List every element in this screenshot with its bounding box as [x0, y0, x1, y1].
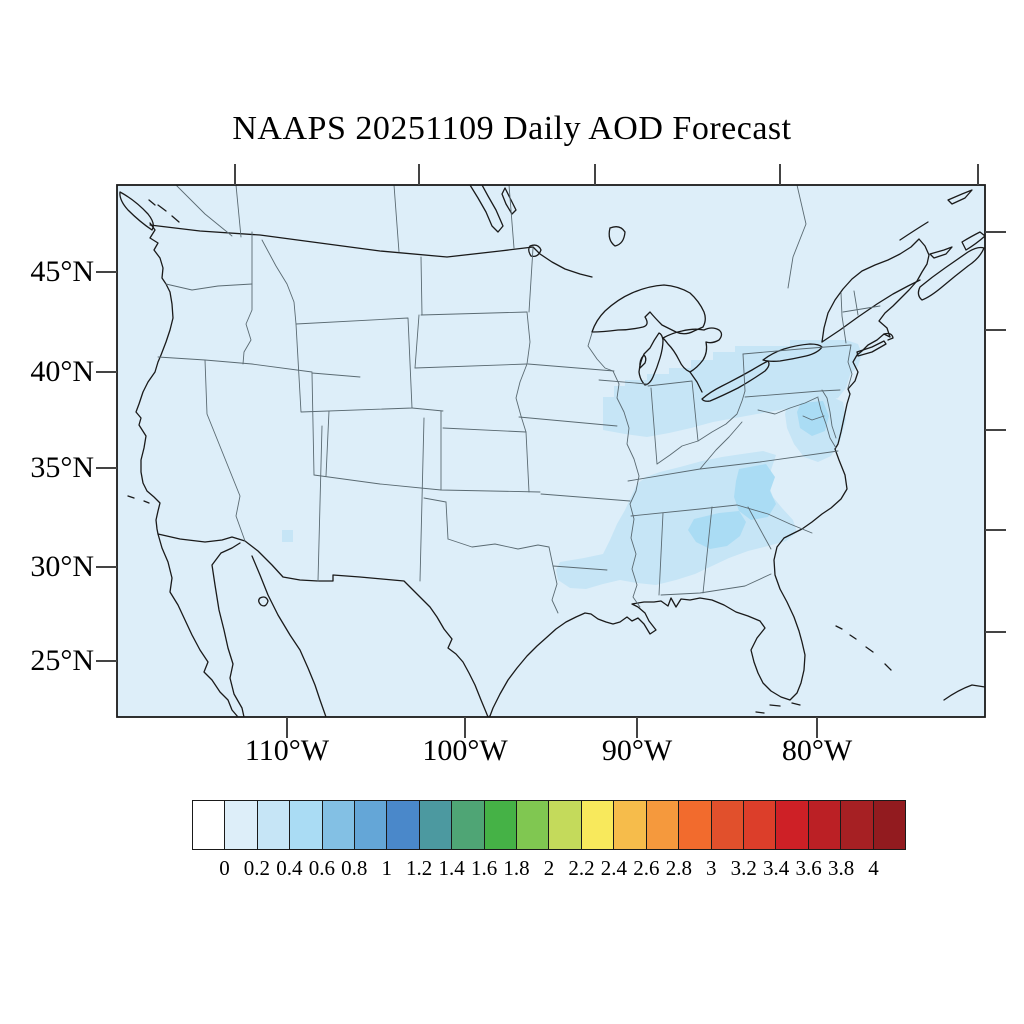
- anticosti-island: [947, 189, 973, 205]
- colorbar-segment-21: [873, 801, 905, 849]
- colorbar-tick-label-2: 2: [543, 856, 555, 880]
- lake-michigan: [638, 332, 664, 386]
- long-island: [856, 340, 887, 357]
- gaspe-coast: [899, 221, 929, 241]
- lake-nipigon: [608, 226, 626, 247]
- aod-colorbar: [192, 800, 906, 850]
- us-outline: [135, 222, 930, 717]
- colorbar-segment-0: [193, 801, 226, 849]
- lat-label-35n: 35°N: [30, 451, 94, 484]
- isla-tiburon: [258, 596, 269, 607]
- colorbar-segment-15: [679, 801, 712, 849]
- cape-breton: [961, 231, 985, 251]
- vancouver-island: [119, 191, 154, 231]
- colorbar-segment-13: [614, 801, 647, 849]
- page-title: NAAPS 20251109 Daily AOD Forecast: [232, 110, 792, 147]
- colorbar-tick-label-3.2: 3.2: [730, 856, 757, 880]
- colorbar-tick-label-2.6: 2.6: [633, 856, 660, 880]
- prince-edward-island: [929, 246, 953, 259]
- gulf-islands: [148, 199, 180, 223]
- lake-winnipeg: [469, 185, 504, 233]
- cape-cod: [883, 332, 894, 341]
- colorbar-segment-18: [776, 801, 809, 849]
- colorbar-tick-label-3.8: 3.8: [827, 856, 855, 880]
- lat-label-45n: 45°N: [30, 255, 94, 288]
- lon-label-80w: 80°W: [781, 734, 853, 767]
- colorbar-segment-5: [355, 801, 388, 849]
- coastlines: [119, 185, 985, 717]
- lake-of-the-woods: [528, 244, 542, 258]
- state-borders: [157, 185, 881, 614]
- colorbar-segment-19: [808, 801, 842, 849]
- baja-california: [157, 533, 239, 717]
- colorbar-segment-12: [581, 801, 615, 849]
- colorbar-segment-6: [387, 801, 420, 849]
- colorbar-tick-label-0.6: 0.6: [308, 856, 335, 880]
- colorbar-tick-label-2.8: 2.8: [665, 856, 692, 880]
- channel-islands: [127, 495, 150, 504]
- colorbar-segment-1: [225, 801, 258, 849]
- lon-label-110w: 110°W: [244, 734, 330, 767]
- baja-gulf-coast: [211, 542, 245, 717]
- detroit-river: [689, 371, 703, 393]
- colorbar-segment-11: [549, 801, 582, 849]
- colorbar-tick-label-1: 1: [381, 856, 392, 880]
- colorbar-tick-label-0.4: 0.4: [276, 856, 303, 880]
- colorbar-segment-2: [257, 801, 291, 849]
- aod-patch-midwest-northeast: [603, 340, 862, 437]
- colorbar-segment-17: [743, 801, 777, 849]
- lake-superior: [591, 284, 706, 335]
- lon-label-100w: 100°W: [422, 734, 508, 767]
- colorbar-tick-label-1.2: 1.2: [406, 856, 433, 880]
- map-background: [117, 185, 985, 717]
- green-bay: [639, 354, 647, 369]
- lake-manitoba: [501, 187, 517, 215]
- aod-patch-arizona-spot: [282, 530, 293, 542]
- aod-patch-carolinas-core: [734, 464, 776, 520]
- colorbar-segment-4: [322, 801, 356, 849]
- colorbar-tick-label-0: 0: [219, 856, 230, 880]
- colorbar-tick-label-1.6: 1.6: [470, 856, 498, 880]
- colorbar-tick-label-1.4: 1.4: [438, 856, 465, 880]
- colorbar-segment-3: [290, 801, 323, 849]
- aod-patch-georgia-core: [688, 511, 746, 549]
- colorbar-tick-label-1.8: 1.8: [503, 856, 530, 880]
- colorbar-segment-20: [841, 801, 874, 849]
- colorbar-tick-label-2.4: 2.4: [600, 856, 628, 880]
- sonora-coast: [251, 555, 327, 717]
- st-lawrence: [821, 279, 921, 343]
- colorbar-segment-10: [517, 801, 550, 849]
- colorbar-segment-8: [452, 801, 485, 849]
- colorbar-tick-label-3: 3: [706, 856, 717, 880]
- canada-border: [149, 224, 593, 278]
- map-frame: [116, 184, 986, 718]
- cuba-coast: [943, 684, 985, 701]
- lake-erie: [701, 360, 770, 402]
- lake-huron: [662, 327, 723, 373]
- florida-keys: [755, 702, 801, 714]
- aod-patches: [282, 340, 862, 589]
- aod-colorbar-labels: 0 0.2 0.4 0.6 0.8 1 1.2 1.4 1.6 1.8 2 2.2 2.4 2.6 2.8 3…: [192, 856, 906, 882]
- colorbar-tick-label-2.2: 2.2: [568, 856, 595, 880]
- colorbar-tick-label-0.8: 0.8: [341, 856, 368, 880]
- lat-label-25n: 25°N: [30, 644, 94, 677]
- colorbar-segment-9: [484, 801, 518, 849]
- lat-label-40n: 40°N: [30, 355, 94, 388]
- colorbar-segment-14: [646, 801, 680, 849]
- colorbar-segment-16: [711, 801, 744, 849]
- colorbar-tick-label-3.4: 3.4: [763, 856, 790, 880]
- colorbar-tick-label-3.6: 3.6: [795, 856, 822, 880]
- bahamas: [835, 625, 892, 671]
- map-frame-and-ticks: [96, 164, 1006, 738]
- axis-ticks: [96, 164, 1006, 738]
- colorbar-tick-label-0.2: 0.2: [243, 856, 271, 880]
- lon-label-90w: 90°W: [601, 734, 673, 767]
- lat-label-30n: 30°N: [30, 550, 94, 583]
- colorbar-segment-7: [419, 801, 453, 849]
- colorbar-tick-label-4: 4: [868, 856, 879, 880]
- nova-scotia: [917, 246, 985, 301]
